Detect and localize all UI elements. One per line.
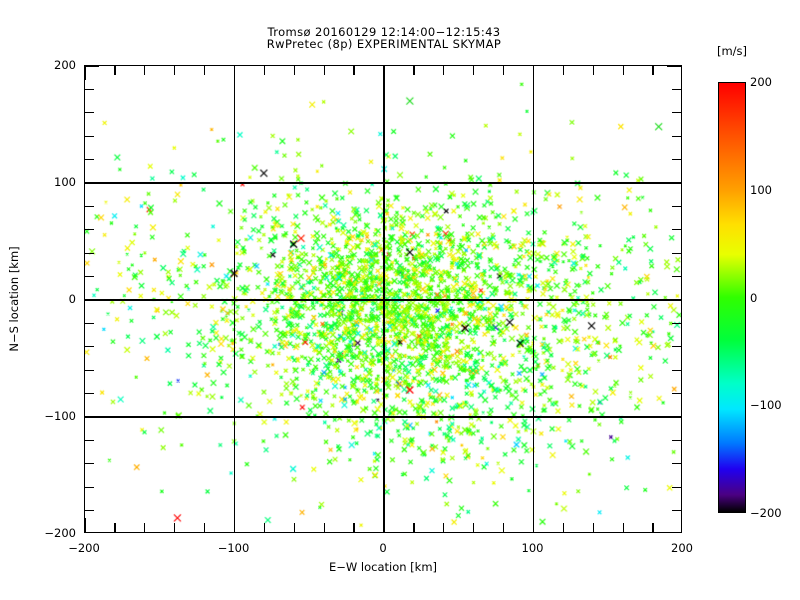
colorbar-unit-label: [m/s] [716, 44, 748, 58]
title-line-1: Tromsø 20160129 12:14:00−12:15:43 [267, 25, 501, 39]
y-tick-label: 100 [54, 175, 76, 189]
colorbar-tick-label: 100 [750, 182, 772, 197]
plot-area [84, 65, 682, 533]
colorbar-tick-label: −100 [750, 398, 782, 413]
x-tick-label: 200 [671, 541, 693, 555]
colorbar-tick-label: 200 [750, 75, 772, 89]
y-tick-label: −100 [44, 409, 76, 423]
colorbar-tick-label: 0 [750, 290, 758, 305]
y-tick-label: 0 [68, 292, 76, 306]
y-tick-label: −200 [44, 526, 76, 540]
figure-title: Tromsø 20160129 12:14:00−12:15:43 RwPret… [0, 26, 768, 50]
colorbar-tick-label: −200 [750, 506, 782, 520]
scatter-data-layer [85, 66, 681, 532]
x-tick-label: −100 [217, 541, 250, 555]
y-tick-label: 200 [54, 58, 76, 72]
x-axis-title: E−W location [km] [328, 560, 438, 574]
x-tick-label: −200 [68, 541, 100, 555]
x-tick-label: 100 [521, 541, 544, 555]
colorbar-gradient [718, 82, 746, 513]
y-axis-title: N−S location [km] [7, 246, 21, 352]
title-line-2: RwPretec (8p) EXPERIMENTAL SKYMAP [266, 37, 502, 51]
colorbar [718, 82, 746, 513]
x-tick-label: 0 [379, 541, 387, 555]
